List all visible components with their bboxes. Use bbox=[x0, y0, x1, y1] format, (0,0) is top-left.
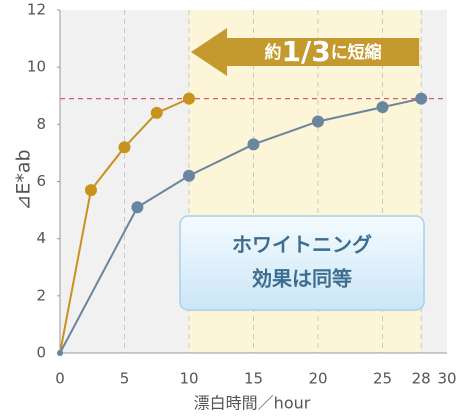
y-tick-label: 0 bbox=[36, 344, 46, 362]
arrow-label-part: 約 bbox=[264, 42, 281, 63]
data-point bbox=[84, 184, 97, 197]
x-tick-label: 5 bbox=[120, 370, 130, 388]
x-tick-label: 0 bbox=[55, 370, 65, 388]
data-point bbox=[183, 92, 195, 105]
y-tick-label: 4 bbox=[36, 229, 46, 247]
arrow-label-part: 1/3 bbox=[281, 35, 330, 68]
x-tick-label: 28 bbox=[412, 370, 431, 388]
y-axis-title: ⊿E*ab bbox=[13, 149, 35, 210]
callout-text: ホワイトニング bbox=[232, 233, 372, 257]
x-tick-label: 20 bbox=[308, 370, 327, 388]
arrow bbox=[191, 28, 420, 76]
data-point bbox=[376, 101, 389, 114]
data-point bbox=[247, 138, 260, 151]
y-tick-label: 8 bbox=[36, 115, 46, 133]
arrow-label-part: に短縮 bbox=[331, 42, 382, 63]
y-tick-label: 6 bbox=[36, 172, 46, 190]
data-point bbox=[415, 92, 428, 105]
x-tick-label: 15 bbox=[244, 370, 263, 388]
arrow-label: 約1/3に短縮 bbox=[264, 35, 381, 68]
y-tick-label: 12 bbox=[27, 1, 46, 19]
data-point bbox=[312, 115, 324, 128]
x-axis-title: 漂白時間／hour bbox=[194, 394, 311, 413]
y-tick-label: 2 bbox=[36, 286, 46, 304]
data-point bbox=[57, 350, 63, 356]
data-point bbox=[183, 169, 195, 182]
x-tick-label: 10 bbox=[179, 370, 198, 388]
data-point bbox=[118, 141, 131, 154]
x-tick-label: 25 bbox=[373, 370, 392, 388]
data-point bbox=[131, 201, 144, 214]
x-tick-label: 30 bbox=[437, 370, 456, 388]
callout-box bbox=[179, 215, 425, 311]
y-tick-label: 10 bbox=[27, 58, 46, 76]
callout-text: 効果は同等 bbox=[252, 267, 352, 291]
data-point bbox=[150, 106, 163, 119]
